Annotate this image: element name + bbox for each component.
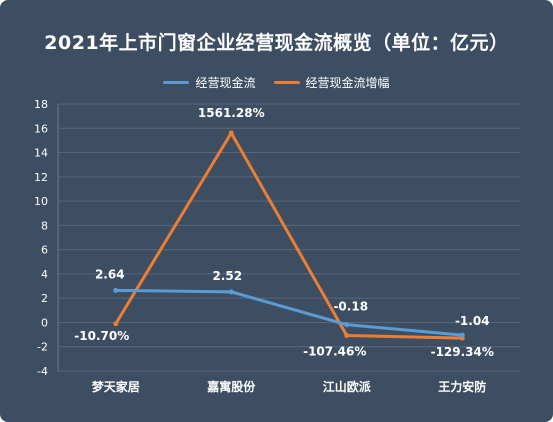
data-point-cashflow	[113, 287, 119, 293]
data-point-growth	[228, 130, 234, 136]
data-label-cashflow: -1.04	[455, 314, 490, 328]
data-label-cashflow: -0.18	[333, 300, 368, 314]
chart-legend: 经营现金流 经营现金流增幅	[0, 74, 553, 91]
y-tick-label: 18	[34, 98, 48, 111]
x-tick-label: 王力安防	[438, 379, 486, 394]
data-label-growth: 1561.28%	[198, 106, 265, 120]
legend-item-growth: 经营现金流增幅	[273, 74, 390, 91]
y-tick-label: -4	[37, 365, 48, 378]
y-tick-label: 16	[34, 122, 48, 135]
series-line-cashflow	[114, 288, 464, 337]
data-point-growth	[344, 332, 350, 338]
data-point-growth	[113, 321, 119, 327]
y-tick-label: 4	[41, 268, 48, 281]
y-tick-label: 0	[41, 316, 48, 329]
data-label-growth: -10.70%	[74, 329, 129, 343]
legend-label-growth: 经营现金流增幅	[305, 76, 390, 90]
y-tick-label: 6	[41, 244, 48, 257]
x-tick-label: 江山欧派	[323, 379, 372, 394]
y-tick-label: 8	[41, 219, 48, 232]
y-tick-label: 2	[41, 292, 48, 305]
x-tick-label: 嘉寓股份	[206, 379, 256, 394]
y-tick-label: 14	[34, 147, 48, 160]
chart-title: 2021年上市门窗企业经营现金流概览（单位：亿元）	[44, 32, 509, 54]
legend-item-cashflow: 经营现金流	[163, 74, 256, 91]
data-label-growth: -107.46%	[303, 344, 366, 358]
legend-label-cashflow: 经营现金流	[195, 76, 256, 90]
x-tick-label: 梦天家居	[92, 379, 140, 394]
data-point-cashflow	[228, 289, 234, 295]
y-tick-label: -2	[37, 341, 48, 354]
legend-swatch-cashflow	[163, 81, 190, 84]
series-line-growth	[114, 131, 464, 340]
legend-swatch-growth	[273, 81, 300, 84]
data-point-cashflow	[459, 332, 465, 338]
data-label-growth: -129.34%	[431, 345, 494, 359]
y-tick-label: 12	[34, 171, 48, 184]
y-tick-label: 10	[34, 195, 48, 208]
data-label-cashflow: 2.52	[212, 269, 242, 283]
data-label-cashflow: 2.64	[95, 267, 125, 281]
data-point-cashflow	[344, 322, 350, 328]
